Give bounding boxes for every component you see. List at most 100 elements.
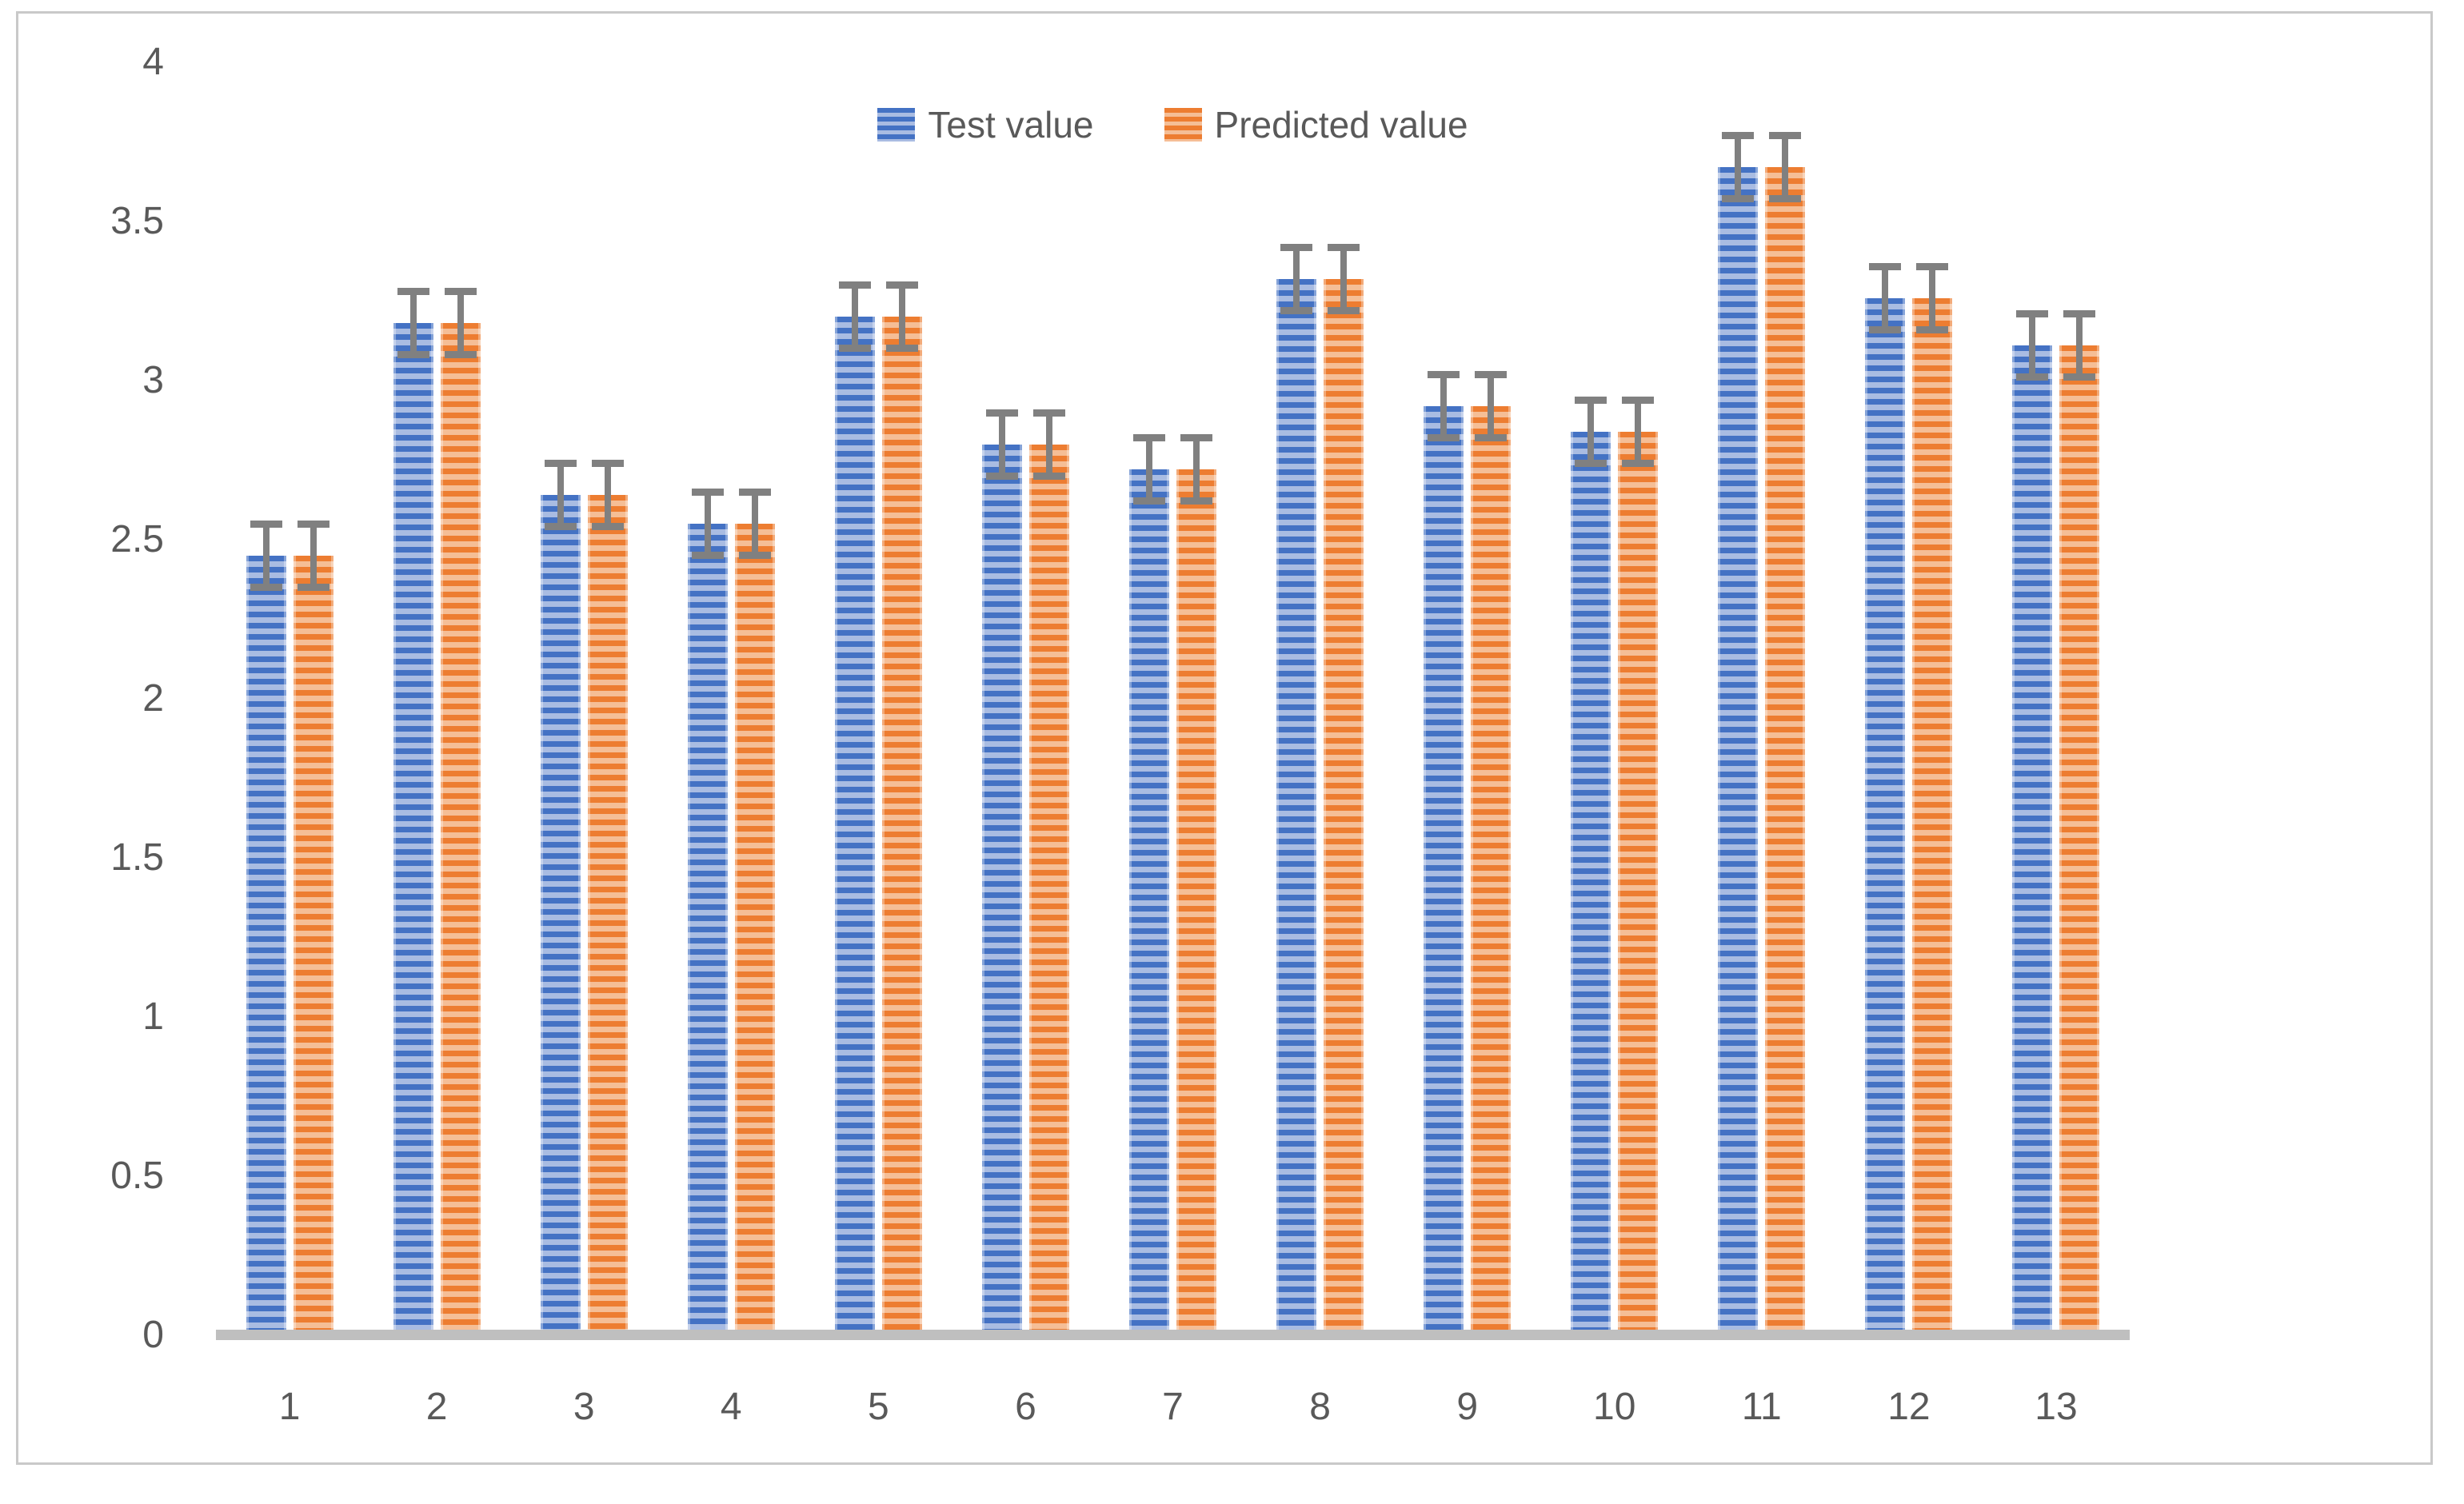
error-bar-cap-bottom <box>1180 497 1212 505</box>
error-bar-cap-top <box>1280 243 1313 251</box>
predicted-value-bar-2 <box>440 288 481 1335</box>
x-axis-tick-label: 12 <box>1887 1386 1931 1428</box>
error-bar-whisker <box>1635 399 1642 464</box>
bar-group-3 <box>510 62 657 1335</box>
error-bar <box>1769 132 1802 203</box>
error-bar-cap-top <box>2063 310 2096 318</box>
error-bar-cap-bottom <box>250 583 282 591</box>
bar-group-9 <box>1394 62 1541 1335</box>
error-bar-cap-bottom <box>297 583 329 591</box>
x-axis-tick-label: 4 <box>720 1386 742 1428</box>
error-bar-cap-top <box>1722 132 1755 140</box>
legend: Test value Predicted value <box>216 102 2130 147</box>
error-bar-whisker <box>1146 437 1152 502</box>
error-bar-cap-top <box>691 489 724 497</box>
error-bar-cap-bottom <box>591 523 624 531</box>
error-bar <box>1869 262 1902 333</box>
x-axis-tick-label: 10 <box>1593 1386 1636 1428</box>
error-bar-whisker <box>2029 313 2036 378</box>
error-bar-cap-bottom <box>738 552 771 560</box>
test-value-bar-11 <box>1718 132 1759 1335</box>
error-bar-cap-top <box>1769 132 1802 140</box>
error-bar-cap-top <box>1916 262 1949 270</box>
error-bar-cap-bottom <box>397 351 429 359</box>
error-bar-cap-top <box>444 288 477 296</box>
error-bar-cap-bottom <box>1032 472 1065 480</box>
error-bar-cap-top <box>397 288 429 296</box>
error-bar-cap-bottom <box>544 523 577 531</box>
y-axis-tick-label: 0 <box>142 1314 164 1356</box>
error-bar-cap-bottom <box>1722 195 1755 203</box>
error-bar <box>1475 370 1508 441</box>
error-bar <box>2016 310 2049 381</box>
error-bar-cap-top <box>1475 370 1508 378</box>
plot-area <box>216 62 2130 1335</box>
error-bar <box>738 489 771 560</box>
test-value-bar-2 <box>393 288 433 1335</box>
error-bar-whisker <box>1440 373 1448 438</box>
error-bar-whisker <box>1735 135 1742 200</box>
test-value-bar-6 <box>981 409 1022 1335</box>
bar-group-10 <box>1541 62 1688 1335</box>
error-bar-cap-bottom <box>1769 195 1802 203</box>
error-bar <box>444 288 477 359</box>
error-bar <box>1722 132 1755 203</box>
test-value-bar-10 <box>1571 396 1611 1335</box>
predicted-value-bar-13 <box>2059 310 2100 1335</box>
error-bar-whisker <box>1488 373 1495 438</box>
error-bar-cap-top <box>250 520 282 528</box>
predicted-value-bar-5 <box>881 281 922 1335</box>
error-bar-whisker <box>751 492 758 557</box>
error-bar-whisker <box>409 291 417 356</box>
error-bar-whisker <box>704 492 711 557</box>
error-bar-cap-top <box>1428 370 1460 378</box>
error-bar-cap-bottom <box>985 472 1018 480</box>
legend-item-predicted-value: Predicted value <box>1164 103 1468 146</box>
y-axis-tick-label: 3.5 <box>110 200 164 242</box>
error-bar <box>250 520 282 591</box>
error-bar-whisker <box>557 463 564 528</box>
predicted-value-bar-7 <box>1176 434 1216 1335</box>
error-bar-whisker <box>1882 265 1889 330</box>
test-value-bar-3 <box>540 460 581 1335</box>
x-axis-tick-label: 2 <box>425 1386 448 1428</box>
error-bar <box>2063 310 2096 381</box>
error-bar <box>1622 396 1655 467</box>
error-bar-whisker <box>457 291 464 356</box>
predicted-value-bar-10 <box>1618 396 1659 1335</box>
error-bar-whisker <box>2076 313 2083 378</box>
y-axis-tick-labels: 4 3.5 3 2.5 2 1.5 1 0.5 0 <box>0 0 164 1504</box>
bar-group-1 <box>216 62 363 1335</box>
y-axis-tick-label: 1.5 <box>110 836 164 879</box>
error-bar-cap-bottom <box>1475 433 1508 441</box>
error-bar-whisker <box>1293 246 1300 311</box>
predicted-value-bar-1 <box>293 520 333 1335</box>
error-bar <box>1916 262 1949 333</box>
error-bar <box>691 489 724 560</box>
error-bar-whisker <box>1929 265 1936 330</box>
error-bar-whisker <box>1782 135 1789 200</box>
chart-frame-border <box>16 11 2433 1465</box>
x-axis-tick-label: 1 <box>278 1386 301 1428</box>
error-bar <box>1180 434 1212 505</box>
x-axis-tick-label: 3 <box>573 1386 595 1428</box>
test-value-bar-5 <box>834 281 875 1335</box>
bar-group-5 <box>805 62 952 1335</box>
predicted-value-bar-6 <box>1028 409 1069 1335</box>
x-axis-tick-label: 9 <box>1456 1386 1479 1428</box>
x-axis-tick-label: 11 <box>1741 1386 1782 1428</box>
error-bar-cap-bottom <box>1575 459 1607 467</box>
error-bar-cap-top <box>1575 396 1607 404</box>
bar-group-7 <box>1099 62 1246 1335</box>
bar-group-13 <box>1983 62 2130 1335</box>
predicted-value-bar-3 <box>587 460 628 1335</box>
error-bar-whisker <box>1587 399 1595 464</box>
error-bar-cap-top <box>1328 243 1360 251</box>
error-bar <box>591 460 624 531</box>
test-value-bar-13 <box>2012 310 2053 1335</box>
x-axis-tick-label: 5 <box>868 1386 889 1428</box>
error-bar <box>1328 243 1360 314</box>
bar-group-11 <box>1688 62 1835 1335</box>
legend-label: Test value <box>928 104 1094 146</box>
error-bar <box>297 520 329 591</box>
